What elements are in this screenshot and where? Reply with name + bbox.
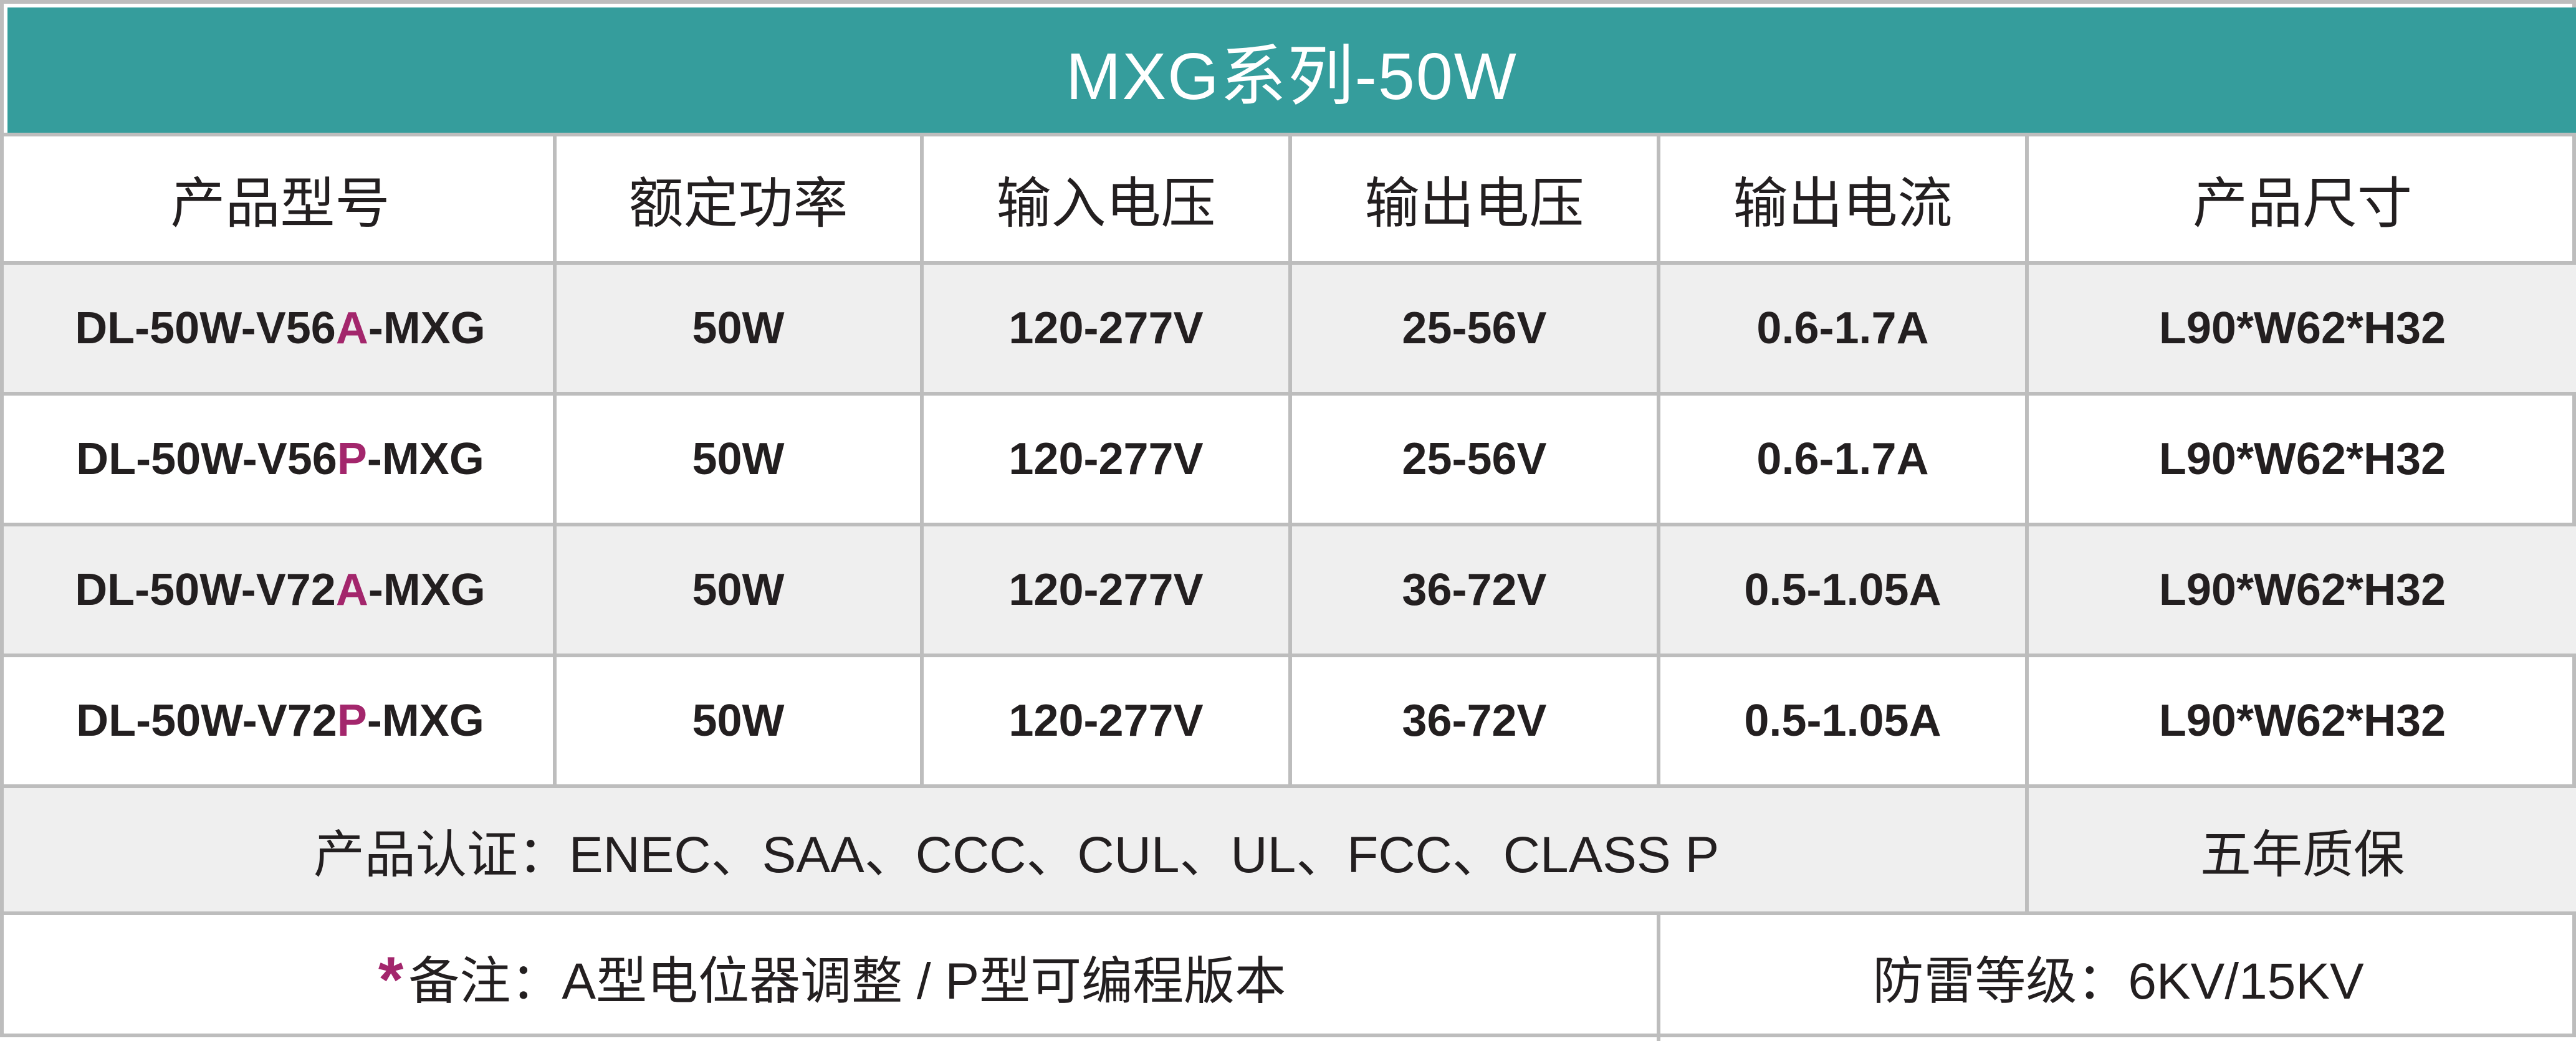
grid-line — [4, 911, 2576, 915]
model-variant: P — [337, 434, 367, 484]
power-cell: 50W — [692, 434, 785, 484]
model-prefix: DL-50W-V56 — [76, 434, 337, 484]
output-current-cell: 0.5-1.05A — [1744, 696, 1942, 746]
table-title: MXG系列-50W — [7, 7, 2576, 133]
model-prefix: DL-50W-V72 — [75, 565, 336, 615]
size-cell: L90*W62*H32 — [2158, 565, 2446, 615]
model-suffix: -MXG — [368, 303, 486, 353]
model-cell: DL-50W-V72 P -MXG — [7, 657, 553, 784]
output-voltage-cell: 36-72V — [1402, 565, 1547, 615]
power-cell: 50W — [692, 303, 785, 353]
input-voltage-cell: 120-277V — [1008, 303, 1204, 353]
warranty-text: 五年质保 — [2200, 826, 2405, 883]
output-current-cell: 0.5-1.05A — [1744, 565, 1942, 615]
input-voltage-cell: 120-277V — [1008, 696, 1204, 746]
grid-line — [553, 133, 557, 787]
grid-line — [1657, 911, 1660, 1041]
size-cell: L90*W62*H32 — [2158, 303, 2446, 353]
model-variant: A — [335, 303, 368, 353]
input-voltage-cell: 120-277V — [1008, 434, 1204, 484]
output-current-cell: 0.6-1.7A — [1756, 303, 1929, 353]
input-voltage-cell: 120-277V — [1008, 565, 1204, 615]
certification-row — [4, 788, 2576, 911]
output-voltage-cell: 25-56V — [1402, 434, 1547, 484]
output-voltage-cell: 25-56V — [1402, 303, 1547, 353]
power-cell: 50W — [692, 565, 785, 615]
column-header-model: 产品型号 — [170, 172, 390, 234]
surge-protection-text: 防雷等级：6KV/15KV — [1872, 953, 2364, 1010]
column-header-output-current: 输出电流 — [1733, 172, 1953, 234]
size-cell: L90*W62*H32 — [2158, 696, 2446, 746]
grid-line — [920, 133, 924, 787]
grid-line — [2025, 133, 2029, 915]
size-cell: L90*W62*H32 — [2158, 434, 2446, 484]
note-cell: * 备注：A型电位器调整 / P型可编程版本 — [7, 915, 1657, 1037]
model-suffix: -MXG — [366, 434, 484, 484]
column-header-output-voltage: 输出电压 — [1364, 172, 1584, 234]
model-cell: DL-50W-V56 P -MXG — [7, 396, 553, 523]
power-cell: 50W — [692, 696, 785, 746]
asterisk-icon: * — [378, 943, 404, 1016]
column-header-input-voltage: 输入电压 — [996, 172, 1216, 234]
model-prefix: DL-50W-V56 — [75, 303, 336, 353]
model-cell: DL-50W-V72 A -MXG — [7, 526, 553, 654]
output-voltage-cell: 36-72V — [1402, 696, 1547, 746]
model-variant: A — [335, 565, 368, 615]
column-header-size: 产品尺寸 — [2192, 172, 2412, 234]
model-variant: P — [337, 696, 367, 746]
model-suffix: -MXG — [368, 565, 486, 615]
model-prefix: DL-50W-V72 — [76, 696, 337, 746]
grid-line — [1657, 133, 1660, 787]
certification-text: 产品认证：ENEC、SAA、CCC、CUL、UL、FCC、CLASS P — [313, 826, 1720, 883]
output-current-cell: 0.6-1.7A — [1756, 434, 1929, 484]
grid-line — [1288, 133, 1292, 787]
model-suffix: -MXG — [366, 696, 484, 746]
note-text: 备注：A型电位器调整 / P型可编程版本 — [408, 953, 1286, 1010]
model-cell: DL-50W-V56 A -MXG — [7, 265, 553, 392]
column-header-power: 额定功率 — [628, 172, 848, 234]
